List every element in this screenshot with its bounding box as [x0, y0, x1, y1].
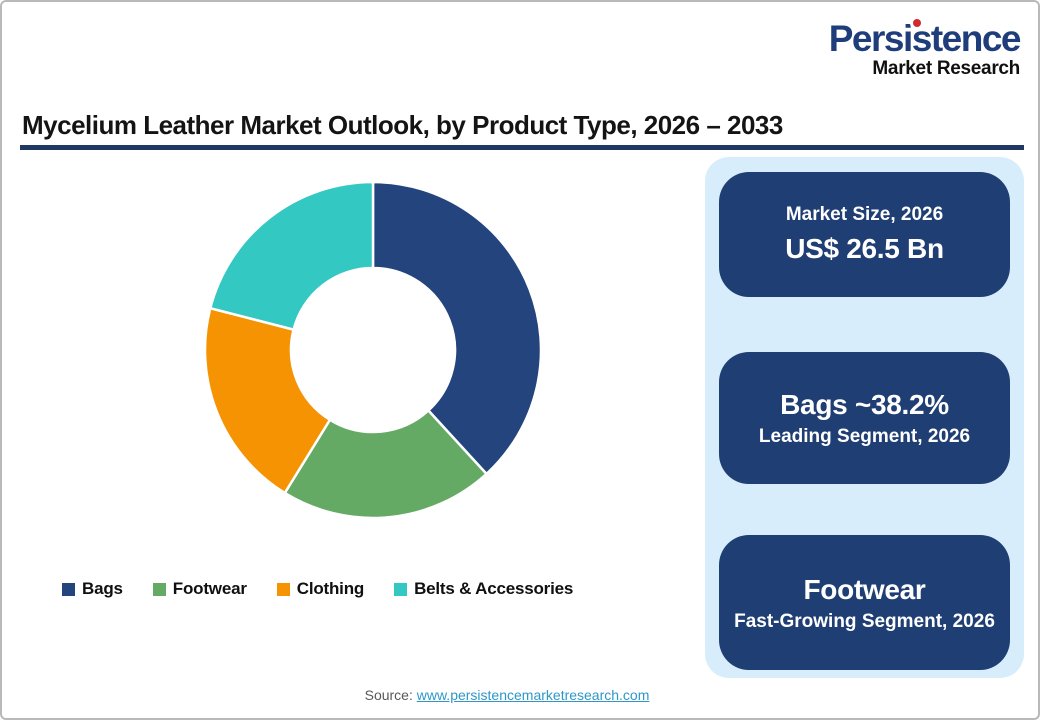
leading-segment-card: Bags ~38.2% Leading Segment, 2026 — [719, 352, 1010, 484]
legend-label: Footwear — [172, 579, 247, 598]
highlights-panel: Market Size, 2026 US$ 26.5 Bn Bags ~38.2… — [705, 157, 1024, 678]
fast-growing-segment-label: Fast-Growing Segment, 2026 — [734, 610, 995, 632]
market-size-value: US$ 26.5 Bn — [785, 232, 944, 264]
title-underline — [20, 145, 1024, 150]
market-size-card: Market Size, 2026 US$ 26.5 Bn — [719, 172, 1010, 297]
brand-name: Persistence — [828, 18, 1022, 59]
legend-label: Bags — [82, 579, 123, 598]
legend-item-bags: Bags — [62, 579, 123, 599]
donut-chart — [203, 180, 543, 520]
market-size-label: Market Size, 2026 — [785, 204, 944, 226]
brand-subtitle: Market Research — [872, 58, 1020, 79]
source-label: Source: — [364, 687, 413, 703]
leading-segment-label: Leading Segment, 2026 — [758, 426, 971, 448]
legend-label: Clothing — [296, 579, 365, 598]
source-line: Source: www.persistencemarketresearch.co… — [2, 687, 1012, 703]
page-title: Mycelium Leather Market Outlook, by Prod… — [22, 110, 783, 140]
donut-slice-belts-accessories — [208, 180, 375, 332]
legend-swatch-icon — [394, 582, 408, 596]
leading-segment-value: Bags ~38.2% — [780, 389, 949, 421]
legend-item-clothing: Clothing — [276, 579, 365, 599]
legend-item-footwear: Footwear — [152, 579, 247, 599]
brand-red-dot-icon — [912, 19, 921, 27]
brand-logo: Persistence Market Research — [828, 18, 1022, 79]
legend-label: Belts & Accessories — [414, 579, 574, 598]
legend-swatch-icon — [276, 582, 290, 596]
legend-swatch-icon — [62, 582, 75, 596]
legend-swatch-icon — [152, 582, 166, 596]
legend-item-belts-accessories: Belts & Accessories — [394, 579, 573, 599]
fast-growing-segment-value: Footwear — [803, 573, 926, 605]
fast-growing-segment-card: Footwear Fast-Growing Segment, 2026 — [719, 535, 1010, 670]
chart-legend: Bags Footwear Clothing Belts & Accessories — [62, 579, 573, 599]
brand-name-text: Persistence — [828, 18, 1022, 59]
donut-slice-footwear — [283, 408, 489, 520]
donut-slice-clothing — [203, 306, 332, 495]
source-link[interactable]: www.persistencemarketresearch.com — [416, 687, 650, 703]
donut-slice-bags — [371, 180, 543, 476]
